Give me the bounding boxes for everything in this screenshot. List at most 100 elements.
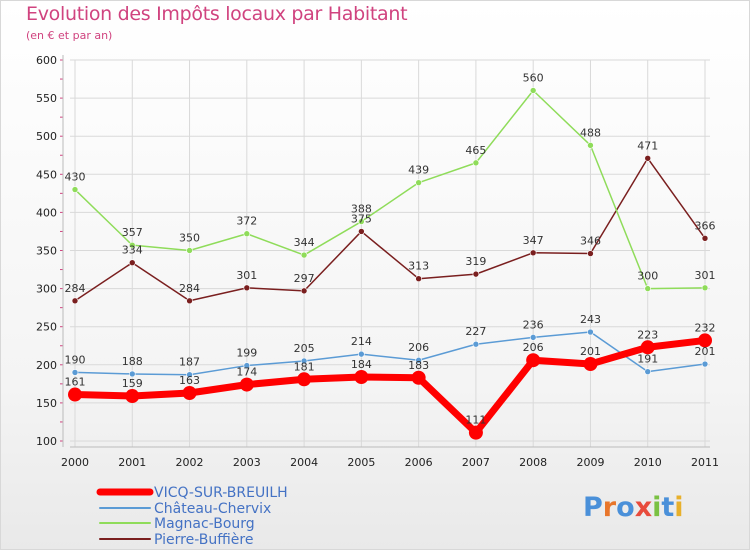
data-point [358,350,365,358]
data-point [529,249,537,257]
x-tick-label: 2001 [118,456,146,469]
data-point [698,333,712,348]
data-point [300,287,308,295]
x-tick-label: 2008 [519,456,547,469]
data-point [239,377,254,392]
data-point [71,297,79,305]
data-label: 163 [179,374,200,387]
data-point [468,425,483,440]
legend-label: Magnac-Bourg [154,516,255,532]
data-point [587,250,594,257]
series-layer [68,87,712,440]
data-point [415,275,422,282]
data-label: 334 [122,244,143,257]
data-point [71,186,79,193]
data-label: 388 [351,203,372,216]
y-tick-label: 600 [36,54,57,67]
data-label: 284 [65,282,86,295]
data-label: 301 [695,269,716,282]
data-point [583,357,598,372]
series-line-Pierre-Buffière [74,157,706,302]
legend-label: VICQ-SUR-BREUILH [154,485,288,501]
data-label: 206 [408,341,429,354]
data-label: 372 [236,215,257,228]
data-label: 183 [408,359,429,372]
y-tick-label: 250 [36,321,57,334]
x-tick-label: 2007 [462,456,490,469]
data-label: 232 [695,321,716,334]
data-point [128,259,136,266]
data-point [415,179,422,186]
data-label: 206 [523,341,544,354]
data-label: 471 [637,139,658,152]
grid [70,59,710,447]
data-label: 205 [294,342,315,355]
data-point [472,270,480,278]
data-label: 199 [236,347,257,360]
data-label: 297 [294,272,315,285]
data-label: 236 [523,318,544,331]
data-point [128,370,136,378]
legend-label: Pierre-Buffière [154,532,253,548]
data-label: 439 [408,164,429,177]
data-point [701,284,709,292]
data-label: 191 [637,353,658,366]
data-point [644,368,652,375]
data-label: 344 [294,236,315,249]
x-tick-label: 2005 [347,456,375,469]
proxiti-logo: Proxiti [583,492,684,523]
data-labels: 284 334 284 301 297 375 313 319 347 346 471 366 430 3… [65,71,716,426]
data-label: 188 [122,355,143,368]
data-point [186,371,193,379]
x-tick-label: 2006 [405,456,433,469]
y-tick-label: 500 [36,130,57,143]
data-point [587,328,594,336]
data-label: 357 [122,226,143,239]
data-label: 161 [65,376,86,389]
y-tick-label: 300 [36,283,57,296]
data-label: 350 [179,232,200,245]
y-tick-label: 100 [36,435,57,448]
data-label: 111 [465,414,486,427]
data-point [125,389,140,404]
data-label: 319 [465,255,486,268]
data-point [243,230,251,238]
data-point [472,159,480,167]
data-label: 366 [695,219,716,232]
data-label: 243 [580,313,601,326]
data-label: 159 [122,377,143,390]
data-point [358,228,365,235]
data-point [186,297,193,305]
data-label: 174 [236,366,257,379]
data-label: 313 [408,260,429,273]
x-tick-label: 2009 [576,456,604,469]
data-label: 301 [236,269,257,282]
data-label: 560 [523,71,544,84]
y-tick-label: 450 [36,168,57,181]
x-tick-label: 2002 [176,456,204,469]
data-point [640,340,655,355]
data-label: 223 [637,328,658,341]
data-label: 201 [695,345,716,358]
x-tick-label: 2010 [634,456,662,469]
data-point [526,353,541,368]
series-line-Magnac-Bourg [74,89,706,290]
data-point [243,284,251,292]
data-label: 227 [465,325,486,338]
chart-subtitle: (en € et par an) [26,29,113,42]
data-point [644,154,652,162]
x-tick-label: 2003 [233,456,261,469]
y-tick-label: 200 [36,359,57,372]
data-point [300,251,308,259]
data-label: 181 [294,360,315,373]
data-label: 465 [465,144,486,157]
data-point [701,360,709,368]
data-point [68,387,82,402]
data-point [411,370,426,385]
data-label: 184 [351,358,372,371]
data-point [358,218,365,225]
y-tick-label: 550 [36,92,57,105]
logo-text: Proxiti [583,492,684,523]
